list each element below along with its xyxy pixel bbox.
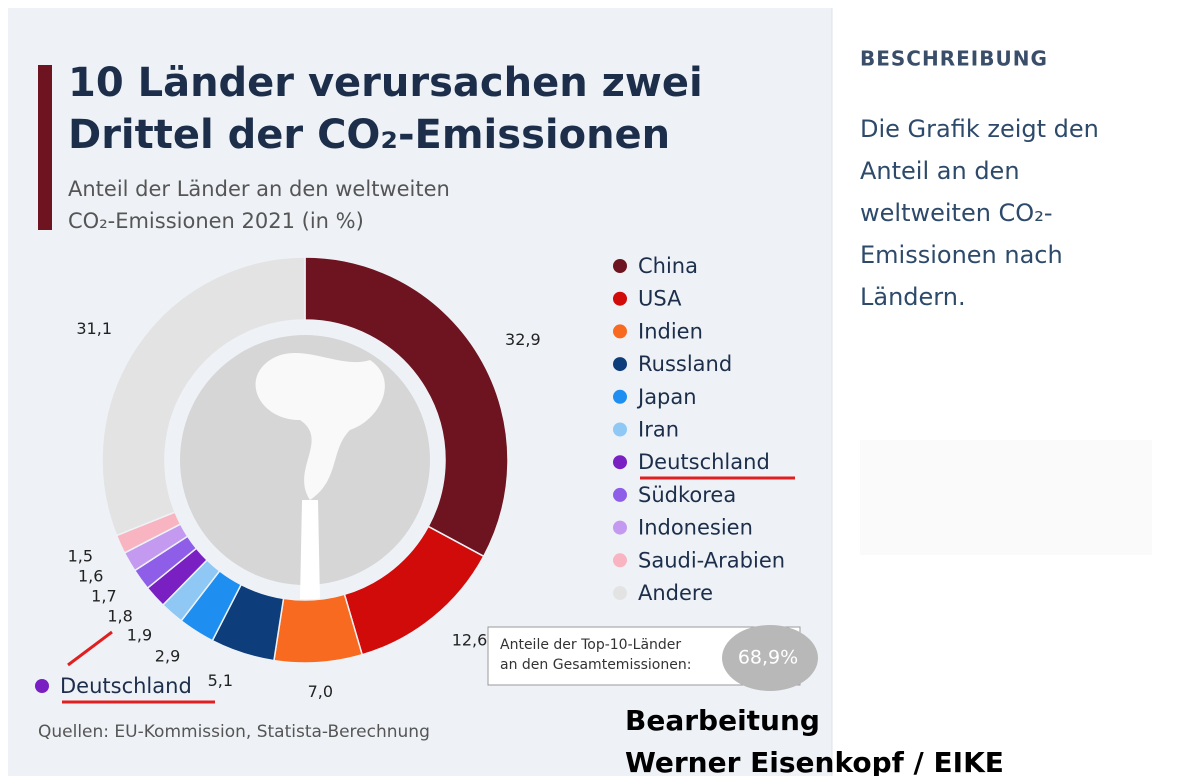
- legend-swatch: [613, 521, 627, 535]
- title-accent: [38, 65, 52, 230]
- legend-label: China: [638, 254, 698, 278]
- chart-subtitle: CO₂-Emissionen 2021 (in %): [68, 209, 364, 233]
- sidebar-text: weltweiten CO₂-: [860, 199, 1052, 227]
- value-label: 1,6: [78, 566, 103, 585]
- source: Quellen: EU-Kommission, Statista-Berechn…: [38, 722, 430, 742]
- overlay-text: Bearbeitung: [625, 704, 820, 737]
- value-label: 31,1: [76, 319, 112, 338]
- legend-swatch: [613, 423, 627, 437]
- legend-label: Andere: [638, 581, 713, 605]
- chart: 10 Länder verursachen zwei Drittel der C…: [0, 0, 1182, 776]
- chimney: [300, 500, 320, 600]
- value-label: 1,7: [91, 587, 116, 606]
- highlight-label: Deutschland: [60, 674, 192, 698]
- top10-share: 68,9%: [738, 647, 798, 669]
- sidebar-text: Ländern.: [860, 283, 966, 311]
- legend-label: Saudi-Arabien: [638, 548, 785, 572]
- overlay-text: Werner Eisenkopf / EIKE: [625, 746, 1004, 776]
- page: {"chart_data": {"type": "pie", "title": …: [0, 0, 1182, 776]
- legend-swatch: [613, 553, 627, 567]
- legend-label: Indien: [638, 319, 703, 343]
- chart-title: 10 Länder verursachen zwei: [68, 60, 703, 106]
- chart-title: Drittel der CO₂-Emissionen: [68, 112, 670, 158]
- legend-label: Deutschland: [638, 450, 770, 474]
- highlight-dot: [35, 679, 49, 693]
- note-text: Anteile der Top-10-Länder: [500, 637, 681, 653]
- legend-label: Südkorea: [638, 483, 736, 507]
- legend-swatch: [613, 488, 627, 502]
- value-label: 1,9: [127, 625, 152, 644]
- sidebar-text: Anteil an den: [860, 157, 1020, 185]
- blurred-block: [860, 440, 1152, 555]
- legend-label: Iran: [638, 418, 679, 442]
- legend-label: Russland: [638, 352, 732, 376]
- legend-swatch: [613, 357, 627, 371]
- chart-subtitle: Anteil der Länder an den weltweiten: [68, 177, 450, 201]
- legend-swatch: [613, 292, 627, 306]
- legend-swatch: [613, 324, 627, 338]
- sidebar-heading: BESCHREIBUNG: [860, 47, 1048, 71]
- value-label: 1,5: [68, 546, 93, 565]
- legend-swatch: [613, 586, 627, 600]
- sidebar-text: Emissionen nach: [860, 241, 1063, 269]
- legend-label: Japan: [636, 385, 697, 409]
- value-label: 2,9: [155, 646, 180, 665]
- sidebar-text: Die Grafik zeigt den: [860, 115, 1099, 143]
- legend-swatch: [613, 259, 627, 273]
- legend-swatch: [613, 390, 627, 404]
- value-label: 1,8: [107, 606, 132, 625]
- value-label: 5,1: [208, 671, 233, 690]
- value-label: 32,9: [505, 330, 541, 349]
- note-text: an den Gesamtemissionen:: [500, 657, 691, 673]
- value-label: 12,6: [452, 631, 488, 650]
- legend-label: USA: [638, 287, 682, 311]
- legend-swatch: [613, 455, 627, 469]
- value-label: 7,0: [308, 682, 333, 701]
- legend-label: Indonesien: [638, 516, 753, 540]
